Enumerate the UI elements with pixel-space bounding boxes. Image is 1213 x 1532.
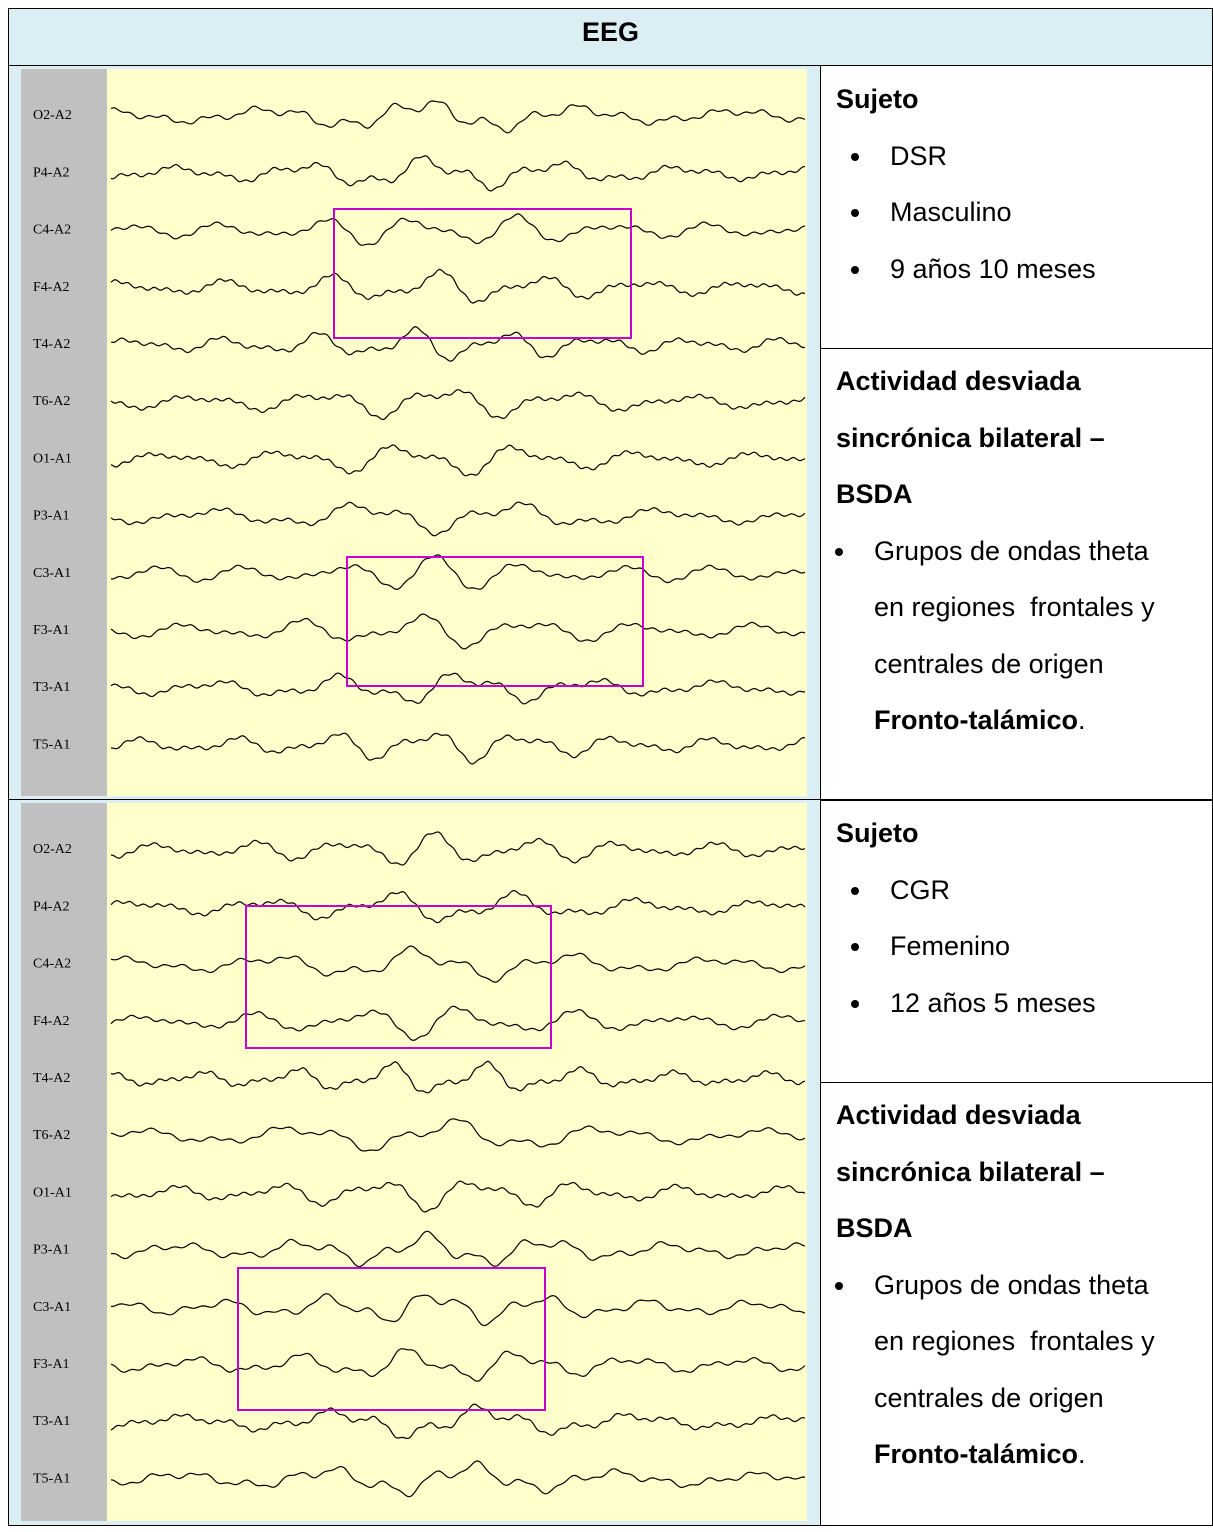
image-cell: O2-A2 P4-A2 C4-A2 F4-A2 T4-A2 T6-A2 O1-A1 P3-A1… <box>8 799 821 1526</box>
activity-info: Actividad desviada sincrónica bilateral … <box>820 353 1213 749</box>
channel-label: T4-A2 <box>33 1071 70 1086</box>
channel-label: F4-A2 <box>33 1014 70 1029</box>
subject-info: SujetoCGRFemenino12 años 5 meses <box>820 805 1213 1031</box>
subject-item: Femenino <box>874 918 1213 975</box>
channel-label: O1-A1 <box>33 451 72 466</box>
channel-label: C4-A2 <box>33 223 71 238</box>
channel-label: T3-A1 <box>33 680 70 695</box>
subject-item: Masculino <box>874 184 1213 241</box>
image-cell: O2-A2 P4-A2 C4-A2 F4-A2 T4-A2 T6-A2 O1-A1 P3-A1… <box>8 65 821 801</box>
activity-item: Grupos de ondas theta en regiones fronta… <box>858 1257 1174 1483</box>
subject-item: 9 años 10 meses <box>874 241 1213 298</box>
activity-list: Grupos de ondas theta en regiones fronta… <box>836 523 1213 749</box>
subject-item: DSR <box>874 128 1213 185</box>
channel-label: O2-A2 <box>33 108 72 123</box>
channel-label: F3-A1 <box>33 1357 70 1372</box>
channel-label: T4-A2 <box>33 337 70 352</box>
item-text: Grupos de ondas theta en regiones fronta… <box>874 1270 1162 1413</box>
subject-info: SujetoDSRMasculino9 años 10 meses <box>820 71 1213 297</box>
item-tail: . <box>1078 705 1086 735</box>
channel-label: T5-A1 <box>33 1471 70 1486</box>
item-tail: . <box>1078 1439 1086 1469</box>
channel-label: T6-A2 <box>33 394 70 409</box>
channel-label: C4-A2 <box>33 957 71 972</box>
channel-label: P4-A2 <box>33 899 70 914</box>
subject-item: 12 años 5 meses <box>874 975 1213 1032</box>
page: EEG O2-A2 P4-A2 C4-A2 F4-A2 T4-A2 T6-A2 O1-A1 P… <box>0 0 1213 1532</box>
activity-heading: Actividad desviada sincrónica bilateral … <box>836 353 1176 523</box>
item-bold: Fronto-talámico <box>874 705 1078 735</box>
subject-list: CGRFemenino12 años 5 meses <box>836 862 1213 1032</box>
activity-item: Grupos de ondas theta en regiones fronta… <box>858 523 1174 749</box>
subject-heading: Sujeto <box>836 805 1176 862</box>
item-text: Grupos de ondas theta en regiones fronta… <box>874 536 1162 679</box>
table-header: EEG <box>8 8 1213 66</box>
activity-info: Actividad desviada sincrónica bilateral … <box>820 1087 1213 1483</box>
item-bold: Fronto-talámico <box>874 1439 1078 1469</box>
channel-label: O1-A1 <box>33 1185 72 1200</box>
channel-label: F3-A1 <box>33 623 70 638</box>
channel-label: T3-A1 <box>33 1414 70 1429</box>
cell-divider <box>820 348 1213 349</box>
channel-label: O2-A2 <box>33 842 72 857</box>
activity-list: Grupos de ondas theta en regiones fronta… <box>836 1257 1213 1483</box>
subject-list: DSRMasculino9 años 10 meses <box>836 128 1213 298</box>
eeg-image: O2-A2 P4-A2 C4-A2 F4-A2 T4-A2 T6-A2 O1-A1 P3-A1… <box>21 69 807 796</box>
channel-label: P3-A1 <box>33 1243 70 1258</box>
channel-label: P4-A2 <box>33 165 70 180</box>
subject-item: CGR <box>874 862 1213 919</box>
channel-label: P3-A1 <box>33 509 70 524</box>
eeg-image: O2-A2 P4-A2 C4-A2 F4-A2 T4-A2 T6-A2 O1-A1 P3-A1… <box>21 803 807 1521</box>
channel-label: C3-A1 <box>33 1300 71 1315</box>
channel-label: C3-A1 <box>33 566 71 581</box>
channel-label: T5-A1 <box>33 737 70 752</box>
channel-label: F4-A2 <box>33 280 70 295</box>
channel-label: T6-A2 <box>33 1128 70 1143</box>
activity-heading: Actividad desviada sincrónica bilateral … <box>836 1087 1176 1257</box>
cell-divider <box>820 1082 1213 1083</box>
subject-heading: Sujeto <box>836 71 1176 128</box>
